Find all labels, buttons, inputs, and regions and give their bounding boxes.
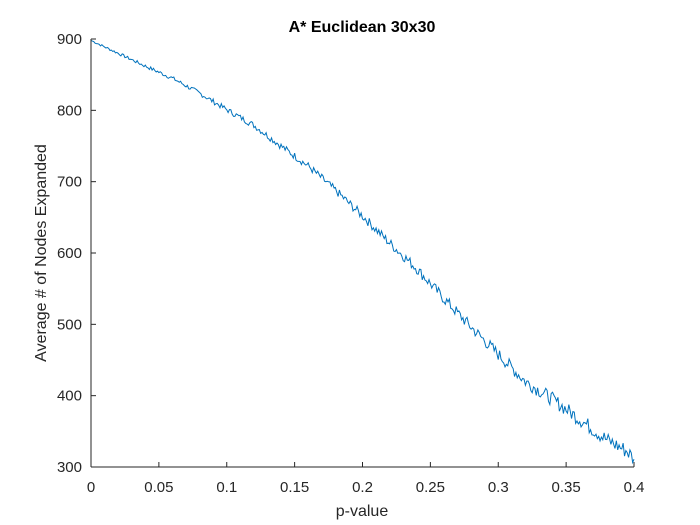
y-tick-label: 300: [57, 459, 82, 476]
y-tick-label: 900: [57, 31, 82, 48]
axes: [90, 39, 634, 468]
plot-area: [90, 39, 635, 465]
y-axis-ticks: 300 400 500 600 700 800 900: [57, 31, 96, 476]
x-tick-label: 0.2: [352, 479, 373, 496]
x-tick-label: 0.15: [280, 479, 309, 496]
y-axis-label: Average # of Nodes Expanded: [33, 144, 50, 362]
x-axis-label: p-value: [336, 503, 389, 520]
y-tick-label: 600: [57, 245, 82, 262]
series-line: [90, 39, 635, 465]
y-tick-label: 700: [57, 174, 82, 191]
x-tick-label: 0.35: [552, 479, 581, 496]
chart-title: A* Euclidean 30x30: [289, 19, 436, 36]
y-tick-label: 400: [57, 388, 82, 405]
y-tick-label: 500: [57, 316, 82, 333]
x-tick-label: 0.05: [144, 479, 173, 496]
x-tick-label: 0.25: [416, 479, 445, 496]
x-tick-label: 0.4: [624, 479, 645, 496]
x-tick-label: 0.3: [488, 479, 509, 496]
x-tick-label: 0: [87, 479, 95, 496]
y-tick-label: 800: [57, 102, 82, 119]
x-axis-ticks: 0 0.05 0.1 0.15 0.2 0.25 0.3 0.35 0.4: [87, 462, 645, 496]
x-tick-label: 0.1: [216, 479, 237, 496]
